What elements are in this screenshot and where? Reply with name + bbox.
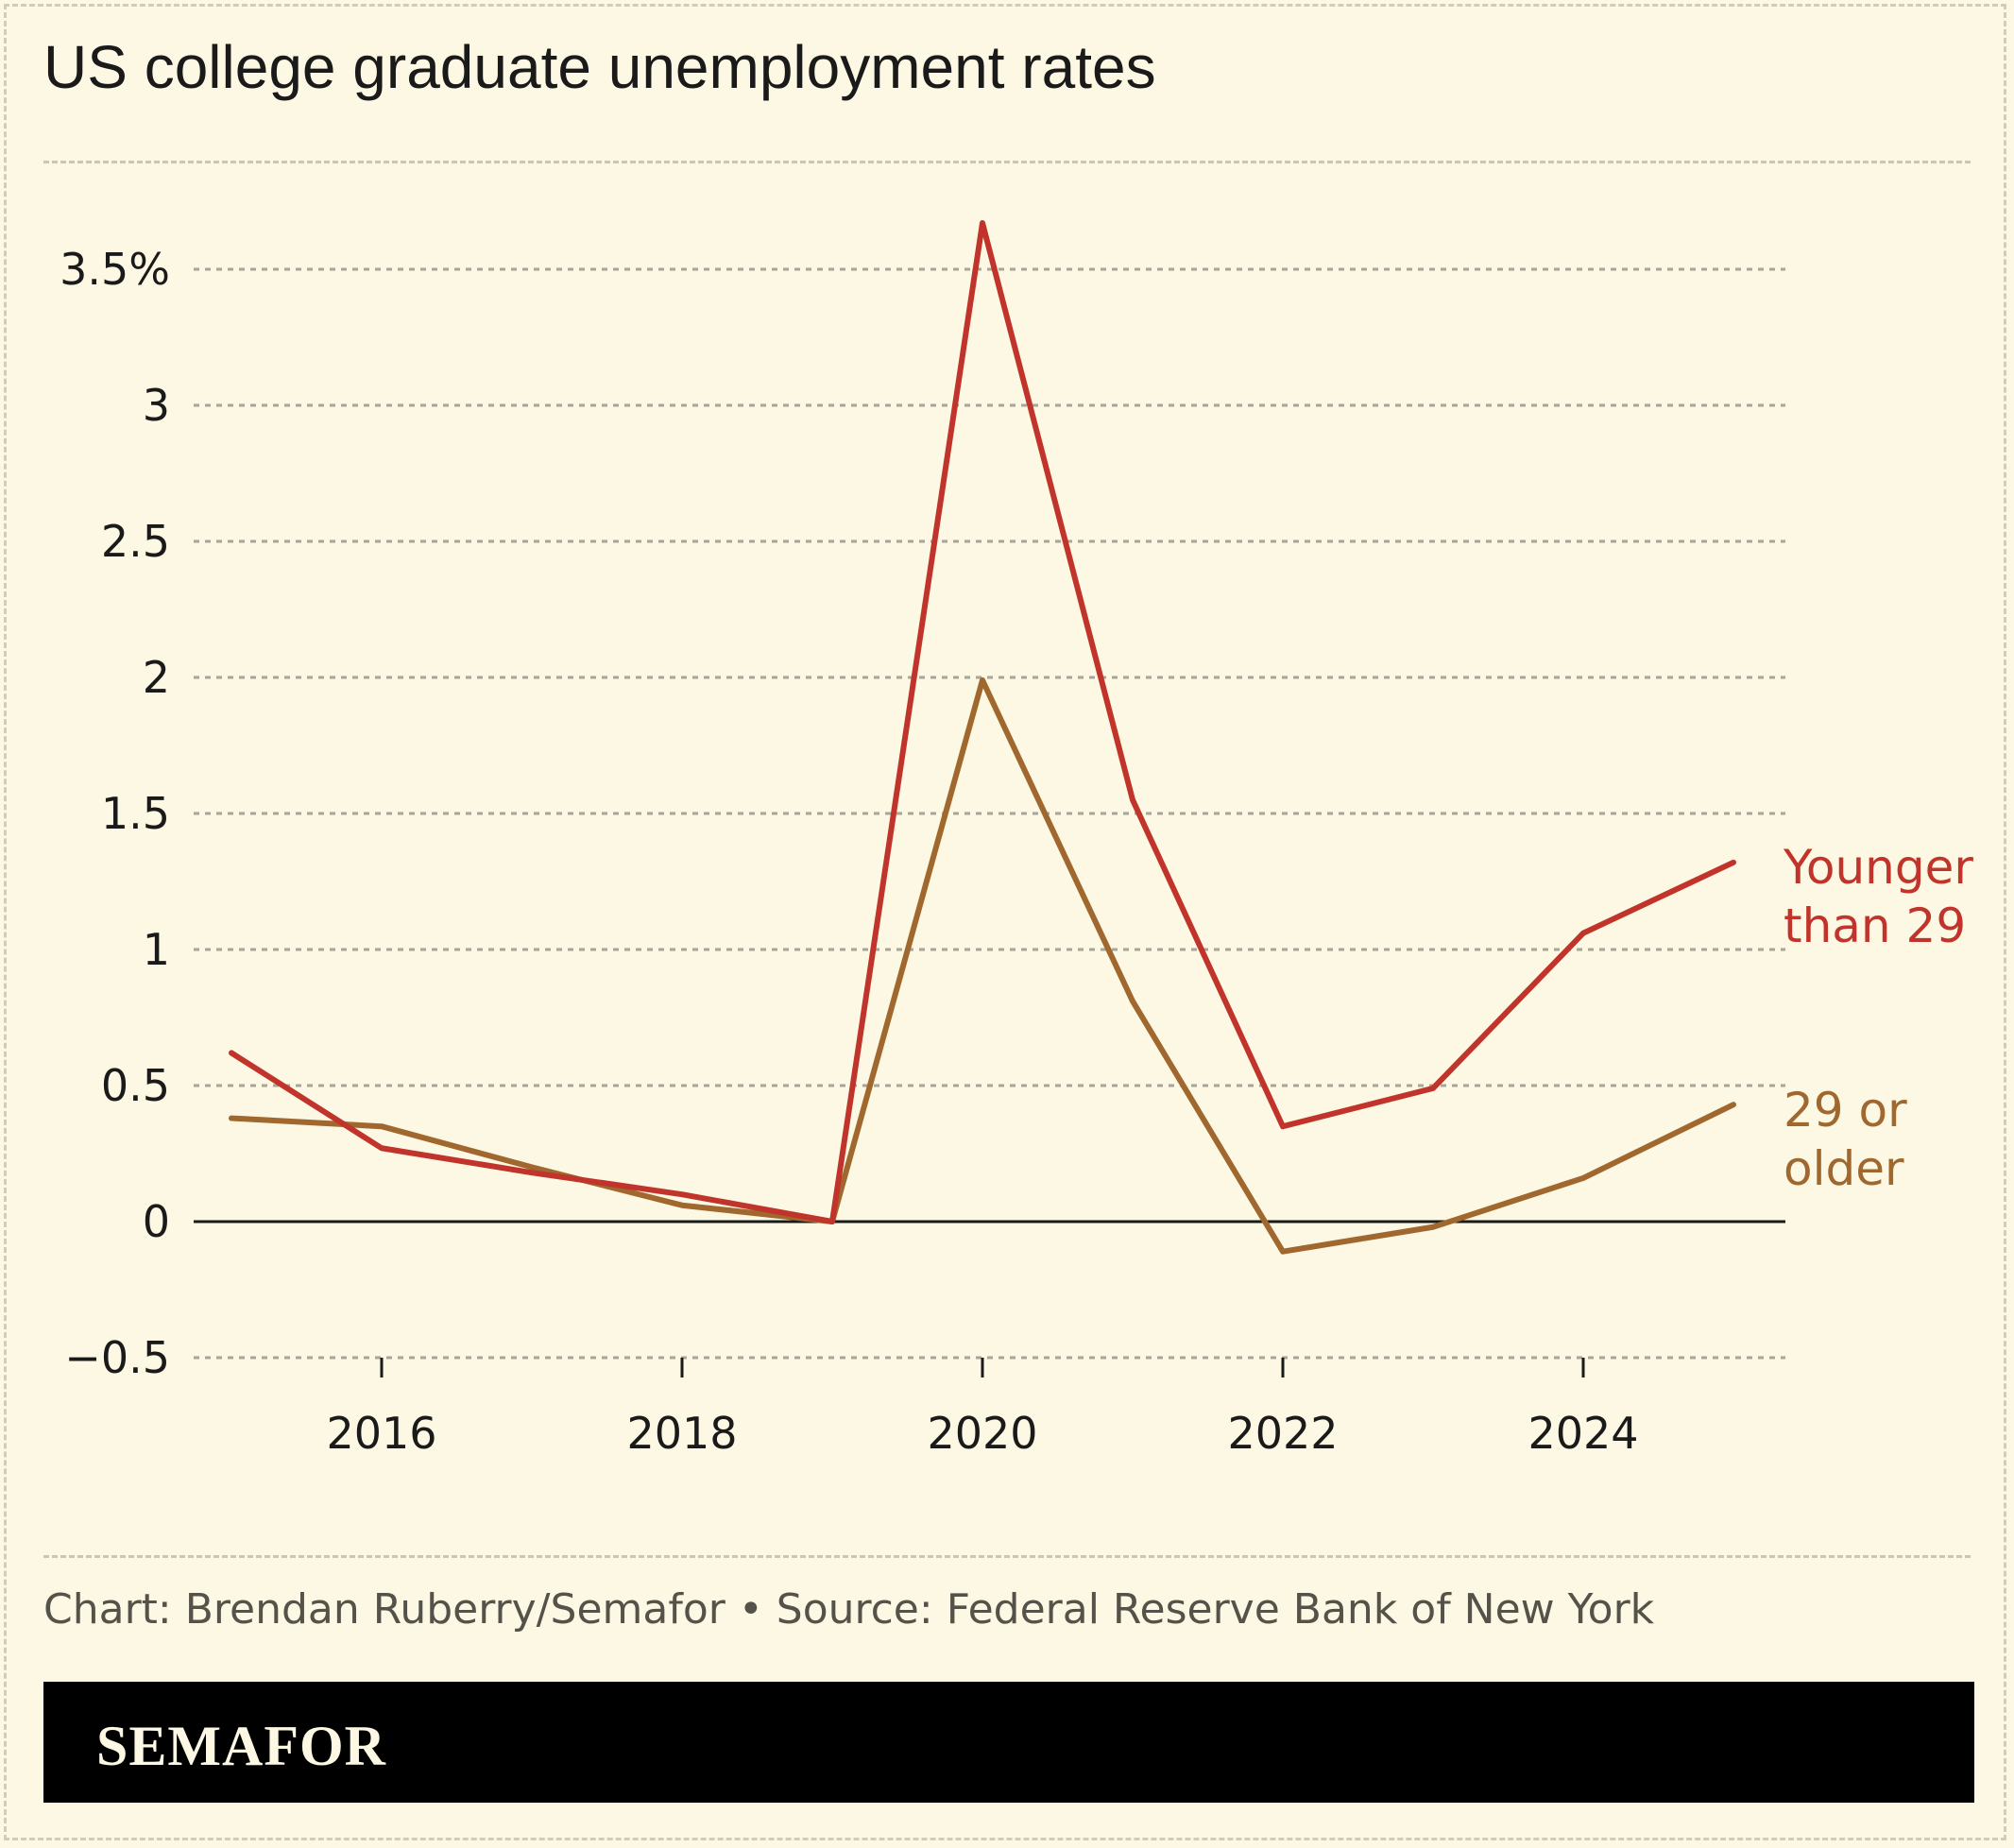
axis-layer: −0.5 0 0.5 1 1.5 2 2.5 3 3.5% 2016 2018 2020 2022 202… xyxy=(60,244,1785,1459)
line-chart: −0.5 0 0.5 1 1.5 2 2.5 3 3.5% 2016 2018 2020 2022 202… xyxy=(60,220,1973,1459)
label-layer: Younger than 29 29 or older xyxy=(1783,840,1973,1196)
series-layer xyxy=(229,220,1736,1255)
x-tick-label: 2016 xyxy=(326,1408,436,1459)
y-tick-label: 2 xyxy=(143,652,170,703)
series-label: Younger than 29 xyxy=(1783,840,1973,953)
chart-title: US college graduate unemployment rates xyxy=(43,33,1156,101)
brand-logo: SEMAFOR xyxy=(96,1715,386,1777)
y-tick-label: 3.5% xyxy=(60,244,170,295)
series-label: 29 or older xyxy=(1784,1083,1907,1196)
x-tick-label: 2020 xyxy=(927,1408,1037,1459)
chart-frame xyxy=(4,4,2006,1840)
brand-bar: SEMAFOR xyxy=(43,1682,1974,1803)
series-label-line: older xyxy=(1784,1141,1904,1196)
series-label-line: Younger xyxy=(1783,840,1973,895)
top-divider xyxy=(43,161,1971,163)
y-tick-label: 1 xyxy=(143,924,170,975)
grid-layer xyxy=(194,267,1785,1360)
source-credit: Chart: Brendan Ruberry/Semafor • Source:… xyxy=(43,1585,1655,1634)
bottom-divider xyxy=(43,1555,1971,1558)
y-tick-label: −0.5 xyxy=(64,1332,170,1383)
y-tick-label: 0.5 xyxy=(101,1060,170,1111)
series-label-line: than 29 xyxy=(1784,898,1966,953)
y-tick-label: 0 xyxy=(143,1196,170,1247)
x-tick-label: 2024 xyxy=(1528,1408,1638,1459)
x-tick-label: 2022 xyxy=(1227,1408,1338,1459)
y-tick-label: 2.5 xyxy=(101,516,170,567)
y-tick-label: 1.5 xyxy=(101,788,170,839)
x-tick-label: 2018 xyxy=(626,1408,737,1459)
y-tick-label: 3 xyxy=(143,380,170,431)
series-line xyxy=(229,676,1736,1255)
series-label-line: 29 or xyxy=(1784,1083,1907,1138)
series-line xyxy=(229,220,1736,1224)
